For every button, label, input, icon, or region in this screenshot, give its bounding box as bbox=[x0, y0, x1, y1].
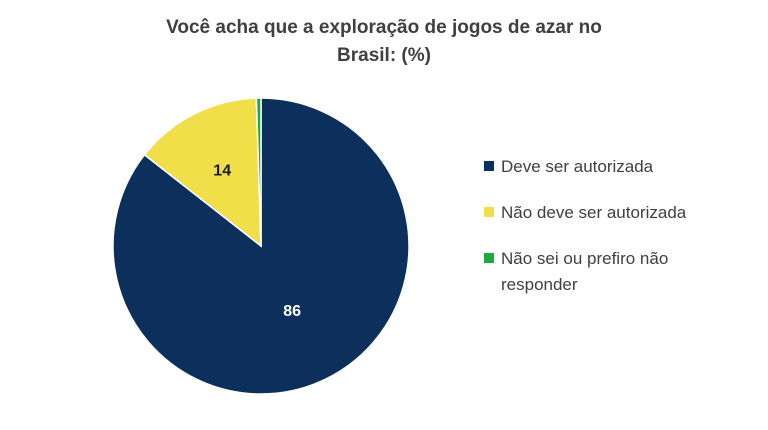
legend-swatch-nao-sei bbox=[484, 253, 494, 263]
legend-label-nao-autorizada: Não deve ser autorizada bbox=[501, 203, 687, 222]
legend-label-autorizada: Deve ser autorizada bbox=[501, 157, 654, 176]
legend-swatch-nao-autorizada bbox=[484, 207, 494, 217]
chart-title: Você acha que a exploração de jogos de a… bbox=[166, 17, 602, 66]
legend-item-nao-sei: Não sei ou prefiro não responder bbox=[484, 246, 744, 298]
data-label-nao-autorizada: 14 bbox=[213, 162, 231, 179]
legend: Deve ser autorizada Não deve ser autoriz… bbox=[484, 154, 744, 318]
legend-item-autorizada: Deve ser autorizada bbox=[484, 154, 744, 180]
pie-slice-nao-sei bbox=[255, 97, 262, 247]
data-label-autorizada: 86 bbox=[283, 303, 301, 320]
legend-swatch-autorizada bbox=[484, 161, 494, 171]
legend-label-nao-sei: Não sei ou prefiro não responder bbox=[501, 249, 669, 294]
legend-item-nao-autorizada: Não deve ser autorizada bbox=[484, 200, 744, 226]
pie-slice-nao-autorizada bbox=[143, 97, 262, 248]
